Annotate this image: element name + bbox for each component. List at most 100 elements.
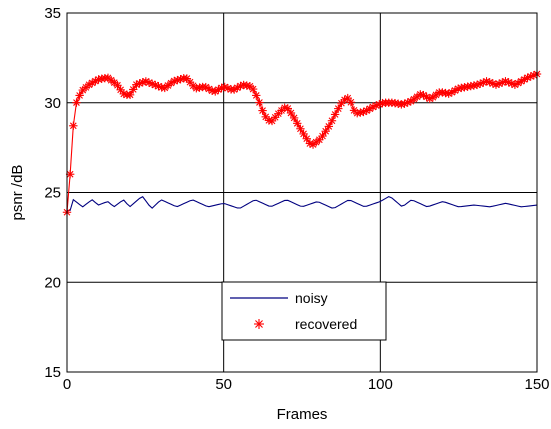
asterisk-stroke xyxy=(66,170,74,178)
data-point-marker xyxy=(255,98,264,107)
x-tick-label: 50 xyxy=(215,376,232,393)
asterisk-stroke xyxy=(394,100,402,108)
legend-recovered-marker xyxy=(254,319,264,329)
asterisk-stroke xyxy=(486,78,494,86)
legend-noisy-label: noisy xyxy=(295,290,328,306)
asterisk-stroke xyxy=(142,78,150,85)
asterisk-stroke xyxy=(151,81,159,89)
asterisk-stroke xyxy=(202,83,210,91)
data-point-marker xyxy=(129,85,138,94)
data-point-marker xyxy=(113,81,122,90)
asterisk-stroke xyxy=(502,77,509,85)
series-markers-recovered xyxy=(62,69,542,217)
asterisk-stroke xyxy=(129,86,137,93)
x-tick-label: 0 xyxy=(63,376,71,393)
data-point-marker xyxy=(72,98,81,107)
asterisk-stroke xyxy=(322,127,330,135)
data-point-marker xyxy=(302,134,311,143)
asterisk-stroke xyxy=(148,80,156,88)
asterisk-stroke xyxy=(284,105,292,112)
asterisk-stroke xyxy=(205,85,213,93)
data-point-marker xyxy=(324,122,334,131)
asterisk-stroke xyxy=(319,132,326,140)
asterisk-stroke xyxy=(347,98,355,106)
series-line-noisy xyxy=(66,196,538,211)
y-axis-label: psnr /dB xyxy=(9,165,26,221)
data-point-marker xyxy=(318,131,327,141)
asterisk-stroke xyxy=(420,91,427,99)
asterisk-stroke xyxy=(281,104,289,112)
asterisk-stroke xyxy=(186,78,194,86)
asterisk-stroke xyxy=(344,94,352,102)
asterisk-stroke xyxy=(252,92,260,99)
tick-labels: 0 50 100 150 15 20 25 30 35 xyxy=(44,5,549,393)
asterisk-stroke xyxy=(508,80,516,87)
asterisk-stroke xyxy=(334,105,342,112)
asterisk-stroke xyxy=(423,93,430,101)
asterisk-stroke xyxy=(76,92,83,99)
data-point-marker xyxy=(286,108,296,118)
asterisk-stroke xyxy=(240,81,248,89)
asterisk-stroke xyxy=(439,89,446,96)
asterisk-stroke xyxy=(325,123,333,130)
asterisk-stroke xyxy=(328,117,336,125)
asterisk-stroke xyxy=(126,91,134,99)
data-point-marker xyxy=(450,86,460,95)
data-point-marker xyxy=(248,84,258,94)
y-tick-label: 15 xyxy=(44,364,61,381)
y-tick-label: 25 xyxy=(44,185,61,202)
data-point-marker xyxy=(330,110,340,119)
asterisk-stroke xyxy=(69,122,77,130)
asterisk-stroke xyxy=(224,84,232,92)
x-tick-label: 150 xyxy=(524,376,549,393)
y-tick-label: 30 xyxy=(44,95,61,112)
asterisk-stroke xyxy=(183,75,191,82)
legend-box xyxy=(221,281,387,341)
asterisk-stroke xyxy=(300,130,307,138)
data-point-marker xyxy=(299,129,308,139)
data-point-marker xyxy=(296,124,305,133)
asterisk-stroke xyxy=(287,109,295,117)
y-tick-label: 35 xyxy=(44,5,61,22)
asterisk-stroke xyxy=(208,87,216,95)
asterisk-stroke xyxy=(505,78,512,86)
asterisk-stroke xyxy=(114,81,121,89)
x-axis-label: Frames xyxy=(277,406,328,423)
data-point-marker xyxy=(283,104,293,113)
plot-frame xyxy=(66,12,538,373)
x-tick-label: 100 xyxy=(368,376,393,393)
data-point-marker xyxy=(65,170,75,179)
asterisk-stroke xyxy=(293,119,301,127)
asterisk-stroke xyxy=(306,140,314,147)
asterisk-stroke xyxy=(259,107,266,114)
asterisk-stroke xyxy=(117,86,124,94)
data-point-marker xyxy=(517,77,526,86)
asterisk-stroke xyxy=(290,114,298,122)
legend-asterisk xyxy=(254,319,264,329)
asterisk-stroke xyxy=(255,320,263,328)
legend-recovered-label: recovered xyxy=(295,316,357,332)
series-layer xyxy=(62,69,542,217)
data-point-marker xyxy=(346,98,356,107)
asterisk-stroke xyxy=(249,85,257,93)
asterisk-stroke xyxy=(391,99,399,107)
asterisk-stroke xyxy=(303,135,311,143)
asterisk-stroke xyxy=(73,99,80,106)
asterisk-stroke xyxy=(483,77,490,85)
asterisk-stroke xyxy=(262,113,270,121)
asterisk-stroke xyxy=(256,99,263,106)
asterisk-stroke xyxy=(489,80,497,87)
legend: noisy recovered xyxy=(221,281,387,341)
asterisk-stroke xyxy=(416,91,424,98)
asterisk-stroke xyxy=(246,82,254,90)
asterisk-stroke xyxy=(155,82,162,90)
data-point-marker xyxy=(321,127,330,136)
data-point-marker xyxy=(258,106,267,115)
asterisk-stroke xyxy=(442,89,449,97)
asterisk-stroke xyxy=(243,82,251,89)
data-point-marker xyxy=(327,116,337,125)
y-tick-label: 20 xyxy=(44,274,61,291)
asterisk-stroke xyxy=(331,111,339,118)
asterisk-stroke xyxy=(120,90,128,98)
